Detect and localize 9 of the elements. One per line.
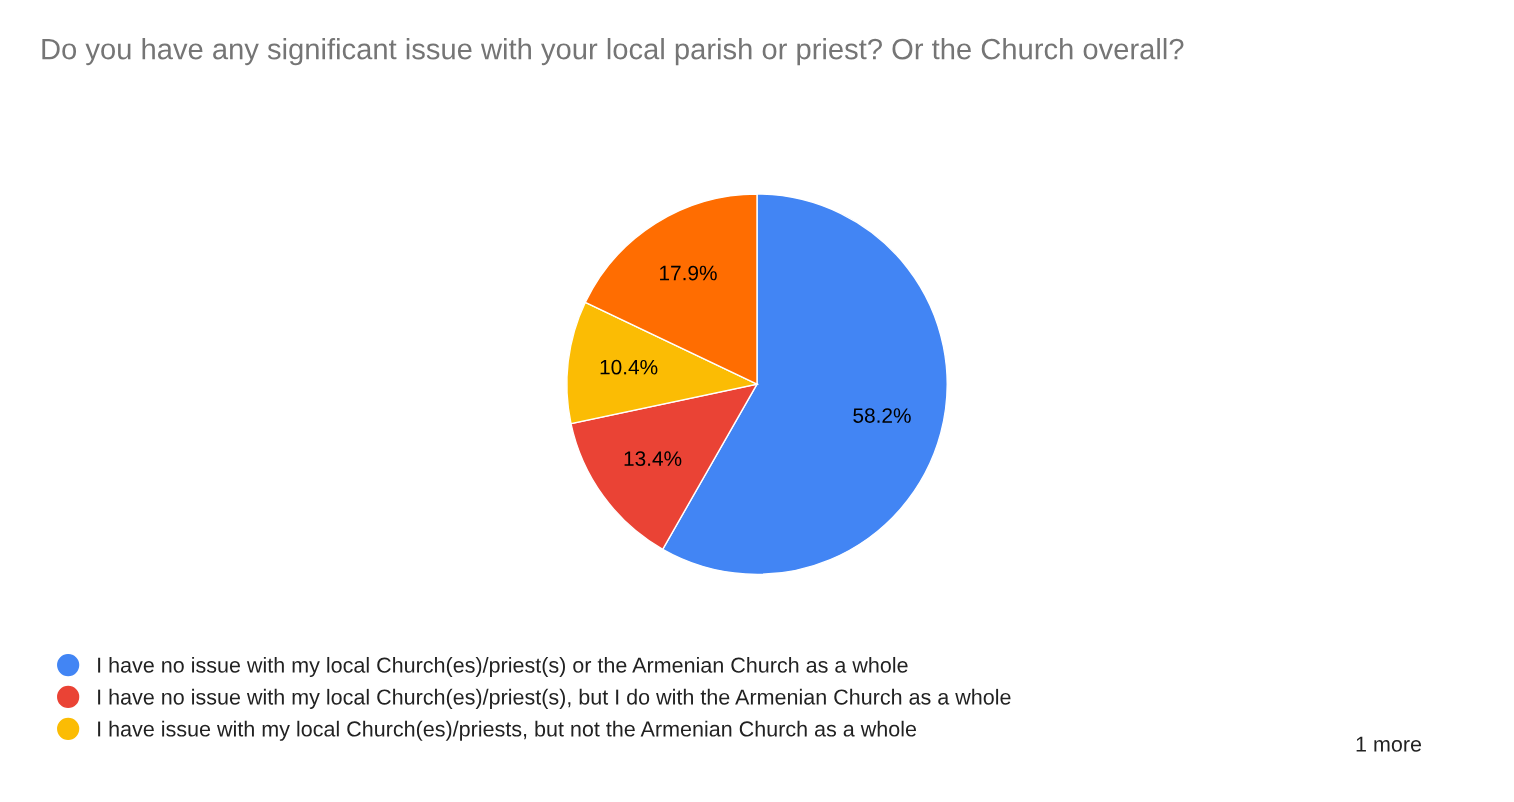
data-label: 13.4% — [624, 451, 682, 466]
chart-title: Do you have any significant issue with your local parish or priest? Or the Church overall? — [42, 38, 1184, 66]
text: 1 more — [1356, 736, 1422, 752]
legend-label: I have no issue with my local Church(es)/priest(s), but I do with the Armenian Church as a whole — [98, 688, 1011, 709]
data-label: 10.4% — [600, 359, 658, 375]
data-label: 17.9% — [660, 265, 717, 281]
legend-label: I have no issue with my local Church(es)/priest(s) or the Armenian Church as a whole — [98, 656, 908, 678]
legend-label: I have issue with my local Church(es)/priests, but not the Armenian Church as a whole — [98, 720, 917, 741]
data-label: 58.2% — [853, 408, 911, 423]
